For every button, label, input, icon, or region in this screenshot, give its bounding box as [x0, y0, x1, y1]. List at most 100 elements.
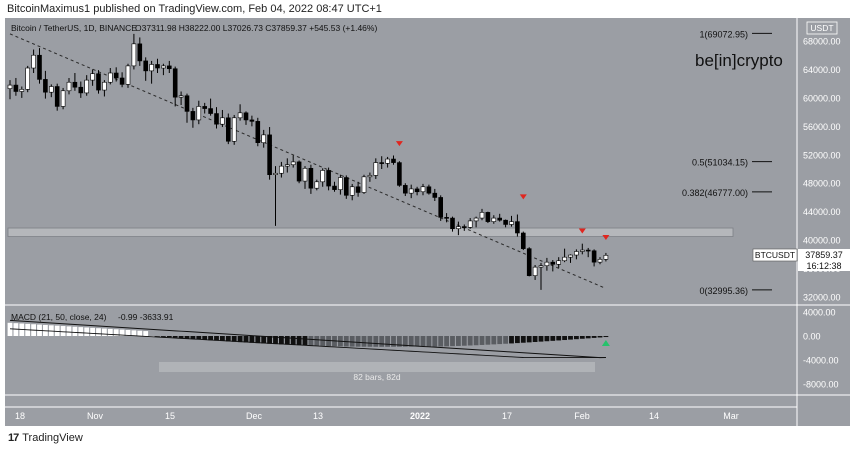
candle[interactable]: [90, 69, 95, 86]
candle[interactable]: [273, 166, 278, 226]
candle[interactable]: [202, 102, 207, 114]
candle[interactable]: [60, 87, 66, 110]
candle[interactable]: [326, 167, 331, 191]
candle[interactable]: [538, 262, 544, 290]
candle[interactable]: [385, 156, 390, 168]
candle[interactable]: [243, 111, 249, 125]
candle[interactable]: [503, 219, 508, 228]
candle[interactable]: [585, 247, 591, 258]
candle[interactable]: [220, 109, 225, 128]
candle[interactable]: [556, 257, 562, 268]
candle[interactable]: [84, 75, 89, 96]
candle[interactable]: [7, 80, 13, 100]
candle[interactable]: [520, 231, 526, 251]
candle[interactable]: [296, 160, 302, 184]
candle[interactable]: [456, 221, 461, 236]
candle[interactable]: [172, 66, 178, 107]
candle[interactable]: [102, 80, 107, 97]
candle[interactable]: [96, 70, 101, 94]
candle[interactable]: [284, 158, 290, 173]
candle[interactable]: [597, 257, 603, 265]
candle[interactable]: [414, 186, 420, 196]
candle[interactable]: [579, 243, 585, 255]
candle[interactable]: [167, 60, 172, 73]
candle[interactable]: [161, 63, 166, 76]
candle[interactable]: [19, 86, 25, 98]
tradingview-footer[interactable]: 17 TradingView: [8, 432, 83, 444]
candle[interactable]: [208, 98, 213, 116]
candle[interactable]: [391, 155, 396, 165]
candle[interactable]: [108, 68, 113, 85]
candle[interactable]: [467, 218, 473, 229]
candle[interactable]: [249, 115, 255, 127]
candle[interactable]: [231, 114, 237, 145]
candle[interactable]: [473, 216, 479, 228]
chart-frame[interactable]: [5, 18, 797, 426]
candle[interactable]: [479, 208, 485, 221]
candle[interactable]: [562, 248, 567, 263]
candle[interactable]: [544, 257, 550, 271]
candle[interactable]: [137, 37, 143, 66]
candle[interactable]: [184, 93, 190, 123]
candle[interactable]: [509, 215, 514, 227]
candle[interactable]: [255, 117, 261, 147]
candle[interactable]: [113, 67, 119, 82]
candle[interactable]: [397, 161, 402, 187]
candle[interactable]: [438, 195, 444, 221]
candle[interactable]: [37, 48, 42, 84]
candle[interactable]: [119, 72, 125, 88]
candle[interactable]: [444, 213, 449, 223]
candle[interactable]: [426, 184, 432, 195]
candle[interactable]: [343, 175, 349, 199]
candle[interactable]: [450, 216, 455, 232]
candle[interactable]: [461, 224, 467, 231]
candle[interactable]: [54, 83, 60, 111]
candle[interactable]: [261, 129, 267, 148]
candle[interactable]: [196, 100, 202, 125]
candle[interactable]: [13, 77, 19, 96]
candle[interactable]: [155, 58, 160, 73]
candle[interactable]: [485, 211, 491, 224]
candle[interactable]: [43, 70, 48, 99]
candle[interactable]: [373, 158, 379, 179]
descending-resistance-line[interactable]: [9, 33, 607, 289]
candle[interactable]: [143, 57, 148, 81]
candle[interactable]: [420, 183, 426, 196]
candle[interactable]: [550, 260, 556, 272]
candle[interactable]: [66, 77, 72, 95]
candle[interactable]: [332, 181, 337, 192]
candle[interactable]: [432, 188, 438, 201]
candle[interactable]: [25, 65, 31, 93]
candle[interactable]: [526, 247, 532, 277]
candle[interactable]: [31, 49, 36, 73]
candle[interactable]: [515, 214, 520, 237]
candle[interactable]: [290, 155, 296, 168]
candle[interactable]: [408, 184, 414, 199]
candle[interactable]: [603, 252, 609, 262]
candle[interactable]: [314, 179, 320, 191]
candle[interactable]: [125, 63, 131, 88]
candle[interactable]: [320, 168, 326, 187]
price-axis[interactable]: [797, 18, 850, 426]
candle[interactable]: [267, 127, 272, 180]
candle[interactable]: [131, 33, 137, 70]
candle[interactable]: [338, 174, 343, 195]
candle[interactable]: [72, 73, 78, 91]
candle[interactable]: [379, 156, 385, 169]
candle[interactable]: [532, 265, 538, 280]
candle[interactable]: [491, 215, 497, 224]
candle[interactable]: [591, 249, 597, 267]
candle[interactable]: [78, 81, 84, 98]
candle[interactable]: [568, 254, 573, 263]
candle[interactable]: [237, 104, 243, 121]
candle[interactable]: [302, 166, 308, 189]
candle[interactable]: [214, 107, 219, 129]
candle[interactable]: [574, 249, 579, 260]
candle[interactable]: [279, 161, 284, 178]
candle[interactable]: [355, 181, 361, 197]
candle[interactable]: [497, 213, 503, 222]
candle[interactable]: [402, 183, 408, 197]
symbol-name[interactable]: Bitcoin / TetherUS, 1D, BINANCE: [11, 23, 137, 33]
